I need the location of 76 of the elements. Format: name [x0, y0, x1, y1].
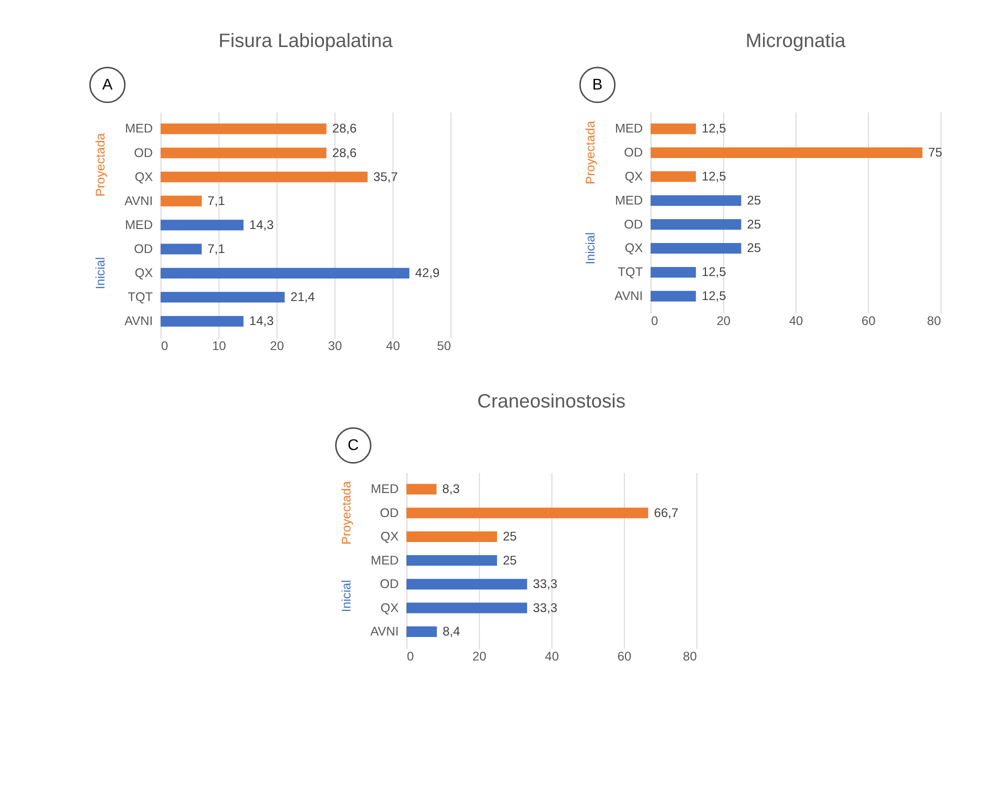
- chart-title: Micrognatia: [746, 31, 846, 52]
- x-tick-label: 40: [544, 649, 559, 664]
- y-tick-label: MED: [370, 553, 399, 568]
- data-label: 25: [747, 217, 761, 232]
- data-label: 14,3: [249, 314, 274, 328]
- x-tick-label: 50: [437, 339, 452, 354]
- text: Proyectada: [339, 481, 354, 545]
- text: Inicial: [339, 580, 354, 612]
- y-tick-label: AVNI: [124, 314, 153, 328]
- x-tick-label: 40: [789, 314, 804, 328]
- y-tick-label: AVNI: [370, 624, 399, 639]
- data-label: 12,5: [702, 122, 726, 136]
- text: A: [102, 76, 114, 94]
- y-tick-label: MED: [614, 122, 643, 136]
- chart-title: Fisura Labiopalatina: [218, 31, 393, 52]
- y-tick-label: AVNI: [124, 194, 153, 208]
- data-label: 25: [747, 241, 761, 256]
- x-tick-label: 0: [651, 314, 658, 328]
- text: Proyectada: [94, 133, 108, 197]
- y-tick-label: TQT: [128, 290, 154, 304]
- data-label: 8,4: [442, 624, 460, 639]
- y-tick-label: MED: [124, 218, 153, 232]
- y-tick-label: QX: [380, 600, 400, 615]
- x-tick-label: 20: [472, 649, 486, 664]
- data-label: 28,6: [332, 122, 357, 136]
- text: C: [348, 437, 359, 454]
- y-tick-label: OD: [624, 146, 643, 160]
- y-tick-label: QX: [624, 169, 644, 184]
- data-label: 75: [928, 146, 942, 160]
- y-tick-label: QX: [624, 241, 644, 256]
- data-label: 25: [502, 530, 517, 544]
- chart-title: Craneosinostosis: [477, 392, 626, 413]
- y-tick-label: MED: [124, 122, 153, 136]
- x-tick-label: 80: [682, 649, 697, 664]
- y-tick-label: OD: [134, 146, 153, 160]
- y-tick-label: OD: [624, 217, 643, 232]
- data-label: 33,3: [532, 577, 558, 592]
- y-tick-label: MED: [370, 482, 399, 496]
- data-label: 33,3: [532, 600, 558, 615]
- data-label: 35,7: [373, 170, 398, 184]
- data-label: 25: [747, 193, 761, 208]
- y-tick-label: QX: [380, 530, 400, 544]
- x-tick-label: 60: [862, 314, 876, 328]
- data-label: 12,5: [702, 265, 726, 280]
- y-tick-label: AVNI: [614, 289, 643, 304]
- data-label: 8,3: [442, 482, 460, 496]
- data-label: 21,4: [290, 290, 315, 304]
- x-tick-label: 0: [406, 649, 414, 664]
- x-tick-label: 60: [617, 649, 632, 664]
- text: Inicial: [94, 257, 108, 290]
- y-tick-label: QX: [134, 170, 154, 184]
- y-tick-label: OD: [134, 242, 153, 256]
- data-label: 25: [502, 553, 517, 568]
- x-tick-label: 10: [212, 339, 226, 354]
- data-label: 7,1: [208, 194, 226, 208]
- text: B: [592, 76, 603, 94]
- y-tick-label: MED: [614, 193, 643, 208]
- y-tick-label: TQT: [618, 265, 644, 280]
- data-label: 42,9: [415, 266, 440, 280]
- x-tick-label: 40: [386, 339, 400, 354]
- x-tick-label: 80: [927, 314, 942, 328]
- y-tick-label: QX: [134, 266, 154, 280]
- data-label: 14,3: [249, 218, 274, 232]
- x-tick-label: 0: [161, 339, 168, 354]
- data-label: 12,5: [702, 169, 726, 184]
- data-label: 66,7: [654, 506, 678, 520]
- data-label: 28,6: [332, 146, 357, 160]
- text: Proyectada: [584, 120, 598, 184]
- y-tick-label: OD: [380, 577, 399, 592]
- text: Inicial: [584, 232, 598, 264]
- x-tick-label: 20: [270, 339, 284, 354]
- x-tick-label: 30: [328, 339, 342, 354]
- data-label: 7,1: [208, 242, 226, 256]
- x-tick-label: 20: [716, 314, 731, 328]
- data-label: 12,5: [702, 289, 726, 304]
- y-tick-label: OD: [380, 506, 399, 520]
